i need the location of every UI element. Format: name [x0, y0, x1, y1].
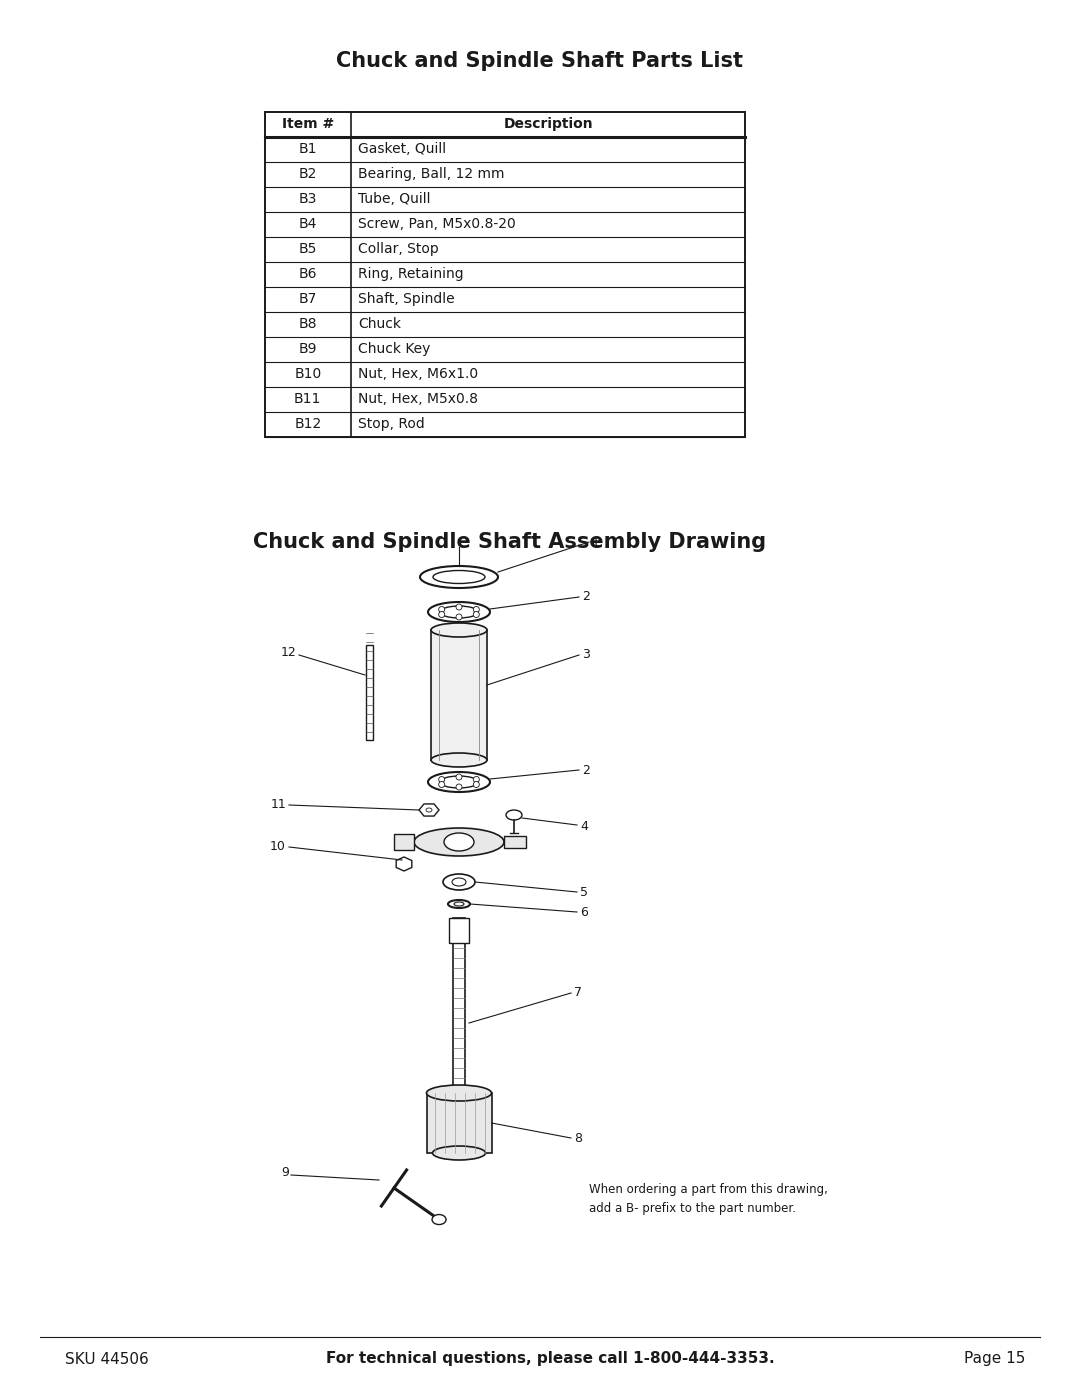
Polygon shape [419, 803, 438, 816]
Ellipse shape [426, 807, 432, 812]
Bar [431, 630, 487, 760]
Text: Nut, Hex, M5x0.8: Nut, Hex, M5x0.8 [357, 393, 478, 407]
Text: B12: B12 [294, 418, 322, 432]
Circle shape [438, 612, 445, 617]
Text: 8: 8 [573, 1133, 582, 1146]
Text: Tube, Quill: Tube, Quill [357, 193, 431, 207]
Circle shape [456, 784, 462, 789]
Text: 4: 4 [580, 820, 588, 833]
Bar [427, 1092, 491, 1153]
Ellipse shape [428, 773, 490, 792]
Text: When ordering a part from this drawing,
add a B- prefix to the part number.: When ordering a part from this drawing, … [589, 1183, 828, 1215]
Text: B4: B4 [298, 218, 318, 232]
Text: Item #: Item # [282, 117, 334, 131]
Text: Bearing, Ball, 12 mm: Bearing, Ball, 12 mm [357, 168, 504, 182]
Text: For technical questions, please call 1-800-444-3353.: For technical questions, please call 1-8… [326, 1351, 774, 1366]
Text: Chuck: Chuck [357, 317, 401, 331]
Text: B6: B6 [298, 267, 318, 281]
Circle shape [473, 606, 480, 612]
Text: 2: 2 [582, 591, 590, 604]
Ellipse shape [432, 1146, 486, 1160]
Ellipse shape [414, 828, 504, 856]
Text: 9: 9 [281, 1166, 289, 1179]
Text: 6: 6 [580, 907, 588, 919]
Text: Chuck Key: Chuck Key [357, 342, 430, 356]
Text: 10: 10 [270, 840, 286, 852]
Circle shape [438, 777, 445, 782]
Circle shape [456, 774, 462, 780]
Circle shape [438, 606, 445, 612]
Text: Shaft, Spindle: Shaft, Spindle [357, 292, 455, 306]
Bar [453, 918, 465, 1088]
Circle shape [456, 604, 462, 610]
Text: 12: 12 [280, 647, 296, 659]
Text: 2: 2 [582, 764, 590, 777]
Text: B10: B10 [294, 367, 322, 381]
Text: Page 15: Page 15 [963, 1351, 1025, 1366]
Ellipse shape [428, 602, 490, 622]
Text: Description: Description [503, 117, 593, 131]
Text: Ring, Retaining: Ring, Retaining [357, 267, 463, 281]
Text: SKU 44506: SKU 44506 [65, 1351, 149, 1366]
Ellipse shape [448, 900, 470, 908]
Text: B11: B11 [294, 393, 322, 407]
Ellipse shape [440, 775, 478, 788]
Bar [449, 918, 469, 943]
Bar [365, 645, 373, 740]
Text: Chuck and Spindle Shaft Assembly Drawing: Chuck and Spindle Shaft Assembly Drawing [254, 532, 767, 552]
Ellipse shape [431, 623, 487, 637]
Circle shape [456, 615, 462, 620]
Text: B9: B9 [298, 342, 318, 356]
Ellipse shape [433, 570, 485, 584]
Ellipse shape [454, 902, 464, 907]
Polygon shape [396, 856, 411, 870]
Bar [394, 834, 414, 849]
Bar [504, 835, 526, 848]
Text: Chuck and Spindle Shaft Parts List: Chuck and Spindle Shaft Parts List [337, 52, 743, 71]
Ellipse shape [427, 1085, 491, 1101]
Text: Nut, Hex, M6x1.0: Nut, Hex, M6x1.0 [357, 367, 478, 381]
Text: 1: 1 [592, 535, 599, 549]
Text: B7: B7 [298, 292, 318, 306]
Ellipse shape [440, 606, 478, 617]
Ellipse shape [431, 753, 487, 767]
Circle shape [473, 781, 480, 788]
Text: 7: 7 [573, 985, 582, 999]
Ellipse shape [443, 875, 475, 890]
Text: 11: 11 [270, 799, 286, 812]
Text: Collar, Stop: Collar, Stop [357, 242, 438, 256]
Ellipse shape [453, 877, 465, 886]
Ellipse shape [432, 1214, 446, 1225]
Circle shape [473, 777, 480, 782]
Text: 5: 5 [580, 887, 588, 900]
Ellipse shape [420, 566, 498, 588]
Text: B8: B8 [298, 317, 318, 331]
Text: B5: B5 [298, 242, 318, 256]
Ellipse shape [444, 833, 474, 851]
Ellipse shape [507, 810, 522, 820]
Circle shape [473, 612, 480, 617]
Text: Stop, Rod: Stop, Rod [357, 418, 424, 432]
Text: B2: B2 [298, 168, 318, 182]
Circle shape [438, 781, 445, 788]
Text: Screw, Pan, M5x0.8-20: Screw, Pan, M5x0.8-20 [357, 218, 516, 232]
Bar [265, 112, 745, 437]
Text: Gasket, Quill: Gasket, Quill [357, 142, 446, 156]
Text: 3: 3 [582, 648, 590, 662]
Text: B3: B3 [298, 193, 318, 207]
Text: B1: B1 [298, 142, 318, 156]
